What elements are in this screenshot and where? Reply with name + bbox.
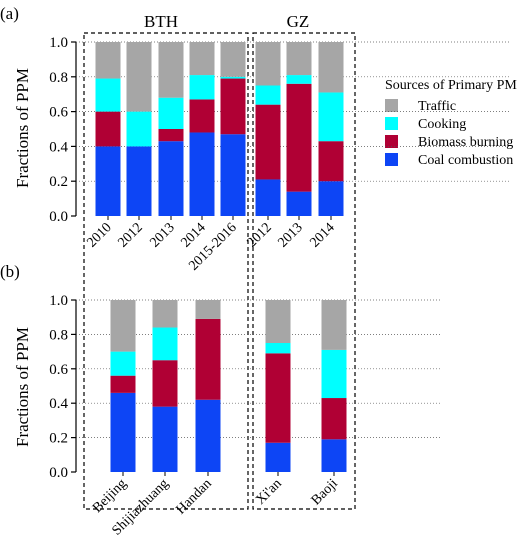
bar-segment-traffic xyxy=(126,42,152,112)
bar-segment-biomass xyxy=(110,375,136,393)
y-tick-label: 1.0 xyxy=(49,35,68,51)
bar-segment-traffic xyxy=(265,300,291,343)
legend-label-biomass: Biomass burning xyxy=(418,135,513,150)
bar-segment-coal xyxy=(321,439,347,472)
bar-segment-coal xyxy=(220,134,246,216)
bar-segment-biomass xyxy=(158,129,184,142)
legend-swatch-cooking xyxy=(385,117,398,130)
legend-title: Sources of Primary PM xyxy=(385,78,517,93)
bar-segment-coal xyxy=(158,141,184,216)
y-tick-label: 0.2 xyxy=(49,174,68,190)
panel-a-ylabel: Fractions of PPM xyxy=(13,68,32,188)
bar-segment-traffic xyxy=(220,42,246,77)
bar-segment-cooking xyxy=(95,78,121,112)
bar-segment-coal xyxy=(95,146,121,216)
bar-segment-cooking xyxy=(265,343,291,354)
bar-segment-traffic xyxy=(255,42,281,86)
bar-segment-coal xyxy=(265,442,291,472)
bar-segment-coal xyxy=(318,181,344,216)
legend-label-coal: Coal combustion xyxy=(418,153,513,168)
legend-swatch-coal xyxy=(385,153,398,166)
bar-segment-biomass xyxy=(255,104,281,180)
legend-label-traffic: Traffic xyxy=(418,99,456,114)
legend-item-coal: Coal combustion xyxy=(385,153,513,168)
x-tick-label: 2012 xyxy=(244,220,274,250)
x-tick-label: Baoji xyxy=(309,476,341,508)
x-tick-label: 2012 xyxy=(115,220,145,250)
bar-segment-cooking xyxy=(318,92,344,142)
bar-segment-biomass xyxy=(321,398,347,440)
bar-segment-cooking xyxy=(158,97,184,129)
x-tick-label: 2013 xyxy=(275,220,305,250)
x-tick-label: Xi'an xyxy=(253,476,285,508)
x-tick-label: 2014 xyxy=(307,220,337,250)
gz-group-frame xyxy=(252,32,356,510)
y-tick-label: 0.6 xyxy=(49,105,68,121)
y-tick-label: 0.4 xyxy=(49,139,68,155)
bar-segment-biomass xyxy=(152,360,178,407)
bar-segment-cooking xyxy=(189,75,215,100)
bar-segment-traffic xyxy=(318,42,344,93)
panel-a-label: (a) xyxy=(0,4,19,23)
group-title-bth: BTH xyxy=(144,12,178,31)
x-tick-label: Beijing xyxy=(90,476,130,516)
y-tick-label: 0.0 xyxy=(49,209,68,225)
bth-group-frame xyxy=(83,32,249,510)
bar-segment-coal xyxy=(126,146,152,216)
bar-segment-coal xyxy=(195,399,221,472)
bar-segment-cooking xyxy=(126,111,152,147)
bar-segment-coal xyxy=(110,392,136,472)
bar-segment-traffic xyxy=(158,42,184,98)
bar-segment-traffic xyxy=(321,300,347,350)
bar-segment-cooking xyxy=(220,76,246,79)
bar-segment-cooking xyxy=(286,75,312,84)
bar-segment-biomass xyxy=(195,318,221,400)
y-tick-label: 0.8 xyxy=(49,70,68,86)
y-tick-label: 0.0 xyxy=(49,465,68,481)
x-tick-label: 2013 xyxy=(147,220,177,250)
bar-segment-biomass xyxy=(265,353,291,443)
bar-segment-biomass xyxy=(318,141,344,182)
bar-segment-traffic xyxy=(110,300,136,352)
x-tick-label: Handan xyxy=(173,476,214,517)
legend-item-biomass: Biomass burning xyxy=(385,135,513,150)
bar-segment-cooking xyxy=(321,349,347,399)
bar-segment-coal xyxy=(255,179,281,216)
legend-swatch-biomass xyxy=(385,135,398,148)
legend-label-cooking: Cooking xyxy=(418,117,466,132)
bar-segment-coal xyxy=(152,406,178,472)
panel-b-ylabel: Fractions of PPM xyxy=(13,327,32,447)
bar-segment-traffic xyxy=(195,300,221,319)
bar-segment-traffic xyxy=(189,42,215,76)
x-tick-label: 2010 xyxy=(84,220,114,250)
bar-segment-traffic xyxy=(286,42,312,76)
bar-segment-traffic xyxy=(152,300,178,328)
legend: Sources of Primary PM Traffic Cooking Bi… xyxy=(385,78,517,168)
legend-item-traffic: Traffic xyxy=(385,99,456,114)
panel-b-label: (b) xyxy=(0,262,20,281)
legend-item-cooking: Cooking xyxy=(385,117,466,132)
bar-segment-cooking xyxy=(152,327,178,361)
bar-segment-coal xyxy=(286,191,312,216)
y-tick-label: 0.2 xyxy=(49,431,68,447)
y-tick-label: 0.6 xyxy=(49,362,68,378)
legend-swatch-traffic xyxy=(385,99,398,112)
y-tick-label: 1.0 xyxy=(49,293,68,309)
bar-segment-cooking xyxy=(255,85,281,105)
bar-segment-coal xyxy=(189,132,215,216)
bar-segment-traffic xyxy=(95,42,121,79)
group-title-gz: GZ xyxy=(287,12,310,31)
y-tick-label: 0.8 xyxy=(49,327,68,343)
y-tick-label: 0.4 xyxy=(49,396,68,412)
bar-segment-biomass xyxy=(286,83,312,192)
bar-segment-biomass xyxy=(95,111,121,147)
bar-segment-biomass xyxy=(189,99,215,133)
bar-segment-biomass xyxy=(220,78,246,135)
bar-segment-cooking xyxy=(110,351,136,376)
